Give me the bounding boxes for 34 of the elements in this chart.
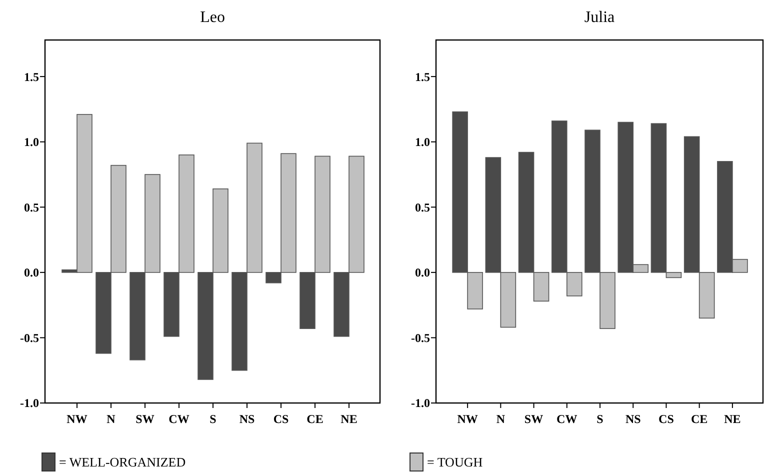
x-tick-label: N (496, 412, 506, 426)
x-tick-label: NW (457, 412, 478, 426)
x-tick-label: CW (556, 412, 578, 426)
y-tick-label: 1.5 (24, 70, 39, 84)
y-tick-label: 0.5 (24, 200, 39, 214)
x-tick-label: SW (136, 412, 154, 426)
x-tick-label: NS (625, 412, 642, 426)
y-tick-label: -1.0 (411, 396, 430, 410)
chart-title: Leo (200, 9, 225, 26)
y-tick-label: 1.0 (24, 135, 39, 150)
x-tick-label: NS (239, 412, 255, 426)
chart-title: Julia (584, 9, 615, 26)
y-tick-label: -0.5 (411, 330, 430, 345)
x-tick-label: S (210, 412, 217, 426)
x-tick-label: NE (724, 412, 741, 426)
y-tick-label: 0.5 (415, 200, 430, 214)
y-tick-label: -0.5 (20, 330, 39, 345)
y-tick-label: 0.0 (415, 266, 430, 280)
x-tick-label: NE (340, 412, 358, 426)
x-tick-label: SW (524, 412, 544, 426)
legend-label: = TOUGH (427, 454, 483, 470)
y-tick-label: 1.5 (415, 70, 430, 84)
x-tick-label: CE (306, 412, 324, 426)
x-tick-label: NW (66, 412, 88, 426)
x-tick-label: N (106, 412, 116, 426)
y-tick-label: 1.0 (415, 135, 430, 150)
y-tick-label: -1.0 (20, 396, 39, 410)
legend-label: = WELL-ORGANIZED (59, 454, 186, 470)
x-tick-label: CS (273, 412, 289, 426)
y-tick-label: 0.0 (24, 266, 39, 280)
x-tick-label: S (596, 412, 604, 426)
x-tick-label: CW (168, 412, 190, 426)
x-tick-label: CS (658, 412, 674, 426)
x-tick-label: CE (690, 412, 708, 426)
